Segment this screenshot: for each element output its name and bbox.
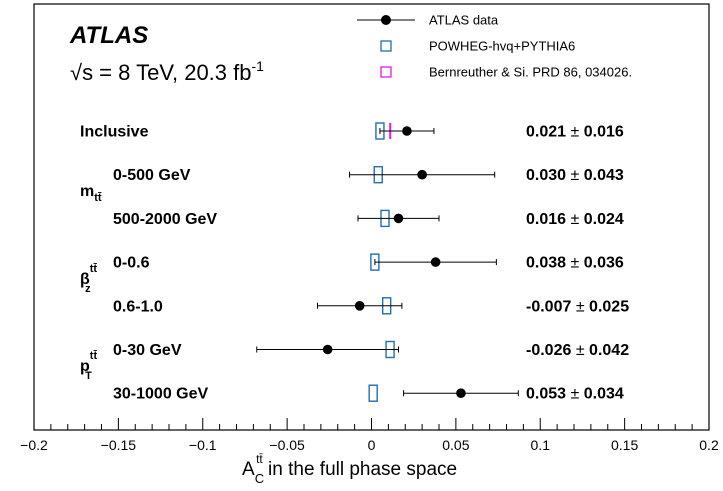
row-label: 0-0.6 xyxy=(113,255,150,272)
group-label-subscript: z xyxy=(85,283,91,295)
value-number: 0.030 xyxy=(526,167,566,184)
value-text: 0.038 ± 0.036 xyxy=(526,255,624,272)
value-number: 0.038 xyxy=(526,255,566,272)
legend-box-marker xyxy=(381,67,391,77)
pm-symbol: ± xyxy=(566,124,584,141)
row-label: 0-500 GeV xyxy=(113,167,191,184)
x-axis-label: ACtt̄ in the full phase space xyxy=(242,452,457,486)
group-label-subscript: T xyxy=(85,370,92,382)
row-label: 0-30 GeV xyxy=(113,342,182,359)
error-number: 0.036 xyxy=(584,255,624,272)
data-point xyxy=(417,170,427,180)
x-tick-label: 0.1 xyxy=(531,437,551,453)
data-point xyxy=(402,126,412,136)
x-tick-label: −0.15 xyxy=(101,437,137,453)
x-tick-label: −0.05 xyxy=(269,437,305,453)
value-text: -0.026 ± 0.042 xyxy=(526,342,629,359)
legend-label: POWHEG-hvq+PYTHIA6 xyxy=(429,39,575,54)
powheg-marker xyxy=(369,385,377,401)
row-label: 500-2000 GeV xyxy=(113,211,217,228)
value-text: 0.016 ± 0.024 xyxy=(526,211,624,228)
pm-symbol: ± xyxy=(566,255,584,272)
energy-label: √s = 8 TeV, 20.3 fb-1 xyxy=(70,58,264,85)
error-number: 0.016 xyxy=(584,124,624,141)
data-point xyxy=(394,214,404,224)
x-tick-label: 0.2 xyxy=(699,437,719,453)
value-number: 0.053 xyxy=(526,386,566,403)
row-label: Inclusive xyxy=(80,124,149,141)
x-axis: −0.2 −0.15 −0.1 −0.05 0 0.05 0.1 0.15 0.2 xyxy=(20,418,719,453)
value-number: -0.007 xyxy=(526,298,571,315)
value-text: 0.021 ± 0.016 xyxy=(526,124,624,141)
data-point xyxy=(323,345,333,355)
group-label-superscript: tt̄ xyxy=(90,263,98,275)
value-number: 0.016 xyxy=(526,211,566,228)
data-point xyxy=(355,301,365,311)
group-label-main: m xyxy=(80,183,94,200)
error-number: 0.043 xyxy=(584,167,624,184)
error-number: 0.025 xyxy=(589,298,629,315)
x-tick-label: 0 xyxy=(368,437,376,453)
value-number: 0.021 xyxy=(526,124,566,141)
value-text: 0.030 ± 0.043 xyxy=(526,167,624,184)
error-number: 0.034 xyxy=(584,386,624,403)
row-label: 30-1000 GeV xyxy=(113,386,209,403)
legend-box-marker xyxy=(381,41,391,51)
pm-symbol: ± xyxy=(571,298,589,315)
data-point xyxy=(431,257,441,267)
error-number: 0.042 xyxy=(589,342,629,359)
legend-data-marker xyxy=(381,15,391,25)
x-tick-label: 0.15 xyxy=(611,437,638,453)
legend-label: ATLAS data xyxy=(429,13,499,28)
group-label-subscript: tt̄ xyxy=(94,192,102,204)
pm-symbol: ± xyxy=(571,342,589,359)
data-point xyxy=(456,388,466,398)
group-label: mtt̄ xyxy=(80,183,102,204)
value-text: -0.007 ± 0.025 xyxy=(526,298,629,315)
atlas-label: ATLAS xyxy=(69,22,148,49)
group-label-superscript: tt̄ xyxy=(90,350,98,362)
x-tick-label: −0.2 xyxy=(20,437,48,453)
data-rows: Inclusive 0.021 ± 0.016 0-500 GeV 0.030 ± 0… xyxy=(80,123,629,403)
legend: ATLAS data POWHEG-hvq+PYTHIA6 Bernreuther … xyxy=(357,13,632,80)
x-tick-label: −0.1 xyxy=(189,437,217,453)
pm-symbol: ± xyxy=(566,211,584,228)
value-text: 0.053 ± 0.034 xyxy=(526,386,624,403)
group-label: ptt̄ T xyxy=(80,350,97,382)
legend-label: Bernreuther & Si. PRD 86, 034026. xyxy=(429,65,632,80)
error-number: 0.024 xyxy=(584,211,624,228)
value-number: -0.026 xyxy=(526,342,571,359)
pm-symbol: ± xyxy=(566,167,584,184)
row-label: 0.6-1.0 xyxy=(113,298,163,315)
pm-symbol: ± xyxy=(566,386,584,403)
x-tick-label: 0.05 xyxy=(442,437,469,453)
group-label: βtt̄ z xyxy=(80,263,97,295)
